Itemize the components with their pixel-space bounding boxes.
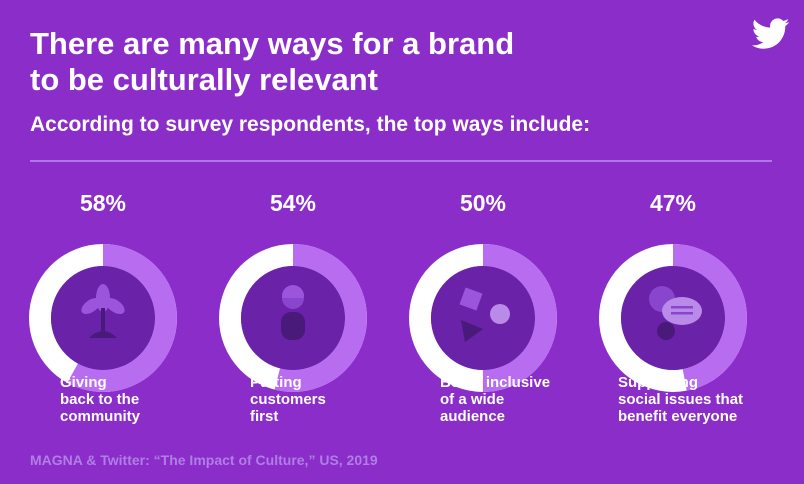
label-line: benefit everyone <box>618 408 738 425</box>
donut-chart <box>219 244 367 392</box>
value-label: 58% <box>79 190 127 216</box>
label-line: first <box>250 408 279 425</box>
donut-chart <box>599 244 747 392</box>
title-line-1: There are many ways for a brand <box>30 26 515 61</box>
person-icon <box>281 285 305 340</box>
donut-segment <box>599 244 747 392</box>
category-label: Giving back to the community <box>60 374 210 425</box>
donut-segment <box>409 244 557 392</box>
category-label: Being inclusive of a wide audience <box>440 374 590 425</box>
divider <box>30 160 772 162</box>
value-label: 47% <box>649 190 697 216</box>
source-note: MAGNA & Twitter: “The Impact of Culture,… <box>30 452 378 468</box>
value-label: 54% <box>269 190 317 216</box>
label-line: of a wide <box>440 391 505 408</box>
label-line: Putting <box>250 374 302 391</box>
subtitle: According to survey respondents, the top… <box>30 113 591 136</box>
donut-chart <box>29 244 177 392</box>
category-label: Putting customers first <box>250 374 400 425</box>
value-label: 50% <box>459 190 507 216</box>
shapes-icon <box>459 287 510 342</box>
chat-bubbles-icon <box>649 286 702 340</box>
plant-icon <box>81 284 125 338</box>
donut-segment <box>29 244 177 392</box>
label-line: Giving <box>60 374 107 391</box>
page-title: There are many ways for a brand to be cu… <box>30 26 670 98</box>
title-line-2: to be culturally relevant <box>30 62 378 97</box>
label-line: community <box>60 408 141 425</box>
label-line: customers <box>250 391 326 408</box>
label-line: Being inclusive <box>440 374 551 391</box>
category-label: Supporting social issues that benefit ev… <box>618 374 768 425</box>
inner-circle <box>431 266 535 370</box>
label-line: social issues that <box>618 391 744 408</box>
donut-chart <box>409 244 557 392</box>
label-line: back to the <box>60 391 140 408</box>
donut-segment <box>219 244 367 392</box>
label-line: audience <box>440 408 506 425</box>
twitter-bird-icon <box>752 18 790 49</box>
label-line: Supporting <box>618 374 698 391</box>
